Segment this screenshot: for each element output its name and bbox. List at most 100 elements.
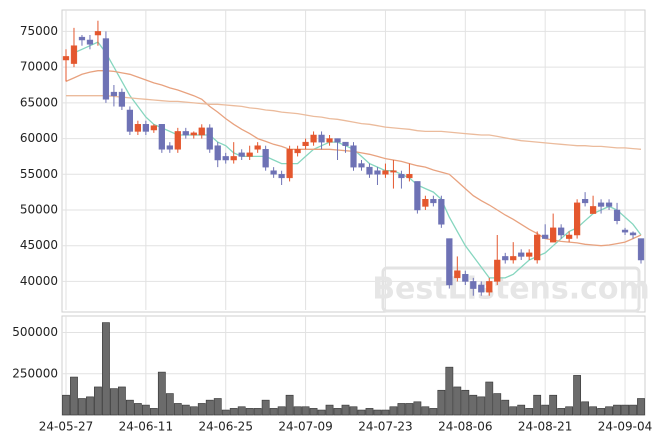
candle bbox=[438, 195, 445, 228]
volume-bar bbox=[213, 398, 222, 416]
candle-body bbox=[366, 166, 373, 175]
candle bbox=[150, 124, 157, 133]
y-tick-label: 250000 bbox=[12, 366, 58, 380]
candle-body bbox=[390, 170, 397, 173]
candle-body bbox=[478, 284, 485, 293]
candle-body bbox=[62, 56, 70, 61]
candle bbox=[566, 231, 573, 243]
volume-bar bbox=[493, 393, 502, 416]
volume-bar bbox=[86, 396, 94, 416]
volume-bar bbox=[94, 386, 102, 416]
candle-body bbox=[518, 252, 525, 257]
volume-bar bbox=[165, 393, 174, 416]
candle-body bbox=[566, 234, 573, 239]
y-tick-label: 60000 bbox=[20, 131, 58, 145]
candle-body bbox=[605, 202, 613, 207]
volume-bar bbox=[173, 403, 182, 416]
candle bbox=[422, 195, 429, 210]
candle bbox=[446, 238, 453, 289]
candle bbox=[294, 145, 301, 157]
volume-bar bbox=[565, 406, 574, 416]
candle bbox=[414, 181, 421, 214]
candle-body bbox=[597, 202, 605, 207]
candle bbox=[573, 199, 581, 239]
volume-bar bbox=[589, 406, 597, 416]
volume-bar bbox=[637, 398, 645, 416]
candle bbox=[613, 202, 621, 225]
candle-body bbox=[573, 202, 581, 236]
candle-body bbox=[70, 45, 78, 64]
candle bbox=[502, 252, 509, 264]
candle bbox=[214, 142, 221, 168]
volume-bar bbox=[333, 408, 342, 416]
candle-body bbox=[190, 132, 197, 136]
candle bbox=[302, 138, 309, 150]
candle-body bbox=[470, 281, 477, 289]
candle bbox=[390, 160, 397, 189]
candle bbox=[326, 135, 333, 146]
candle-body bbox=[406, 174, 413, 179]
candle-body bbox=[446, 238, 453, 286]
volume-bar bbox=[621, 404, 629, 416]
candle bbox=[286, 145, 293, 182]
volume-bar bbox=[453, 386, 462, 416]
candle bbox=[342, 141, 349, 153]
volume-bar bbox=[557, 408, 566, 416]
candle bbox=[605, 199, 613, 210]
candle-body bbox=[438, 199, 445, 225]
candle bbox=[534, 231, 541, 264]
volume-bar bbox=[629, 404, 637, 416]
candle bbox=[254, 142, 261, 153]
candle-body bbox=[134, 124, 141, 132]
candle-body bbox=[158, 124, 165, 150]
candle-body bbox=[174, 131, 181, 150]
volume-bar bbox=[269, 408, 278, 416]
candle bbox=[454, 256, 461, 282]
candle-body bbox=[382, 170, 389, 175]
volume-bar bbox=[181, 404, 190, 416]
candle bbox=[374, 167, 381, 185]
volume-bar bbox=[373, 409, 382, 416]
candle bbox=[478, 281, 485, 296]
candle-body bbox=[581, 199, 589, 204]
candle-body bbox=[454, 270, 461, 279]
volume-bar bbox=[221, 409, 230, 416]
watermark-text: BestListens.com bbox=[372, 272, 650, 307]
candle-body bbox=[214, 145, 221, 161]
candle bbox=[206, 124, 213, 153]
volume-bar bbox=[613, 404, 621, 416]
candle-body bbox=[198, 127, 205, 136]
candle bbox=[62, 49, 70, 82]
candle bbox=[629, 231, 637, 239]
candle-body bbox=[238, 152, 245, 157]
candle bbox=[278, 170, 285, 185]
candle bbox=[134, 120, 141, 135]
candle bbox=[518, 249, 525, 260]
volume-bar bbox=[517, 404, 526, 416]
candle bbox=[350, 142, 357, 171]
x-tick-label: 24-06-11 bbox=[119, 420, 173, 434]
candle-body bbox=[150, 125, 157, 131]
candle-body bbox=[286, 149, 293, 179]
candle-body bbox=[613, 209, 621, 221]
candle bbox=[270, 167, 277, 178]
volume-bar bbox=[605, 406, 613, 416]
volume-bar bbox=[389, 406, 398, 416]
candle-body bbox=[302, 141, 309, 146]
volume-bar bbox=[397, 403, 406, 416]
candle-body bbox=[110, 91, 118, 96]
volume-bar bbox=[102, 322, 110, 416]
volume-bar bbox=[237, 406, 246, 416]
candle-body bbox=[534, 234, 541, 261]
candle-body bbox=[246, 152, 253, 157]
candle-body bbox=[166, 145, 173, 150]
volume-bar bbox=[549, 394, 558, 416]
candle bbox=[637, 238, 645, 264]
volume-bar bbox=[573, 375, 582, 416]
volume-bar bbox=[413, 401, 422, 416]
candle-body bbox=[510, 256, 517, 261]
candle-body bbox=[102, 38, 110, 100]
candle-body bbox=[182, 131, 189, 136]
candle bbox=[70, 27, 78, 68]
volume-bar bbox=[245, 408, 254, 416]
